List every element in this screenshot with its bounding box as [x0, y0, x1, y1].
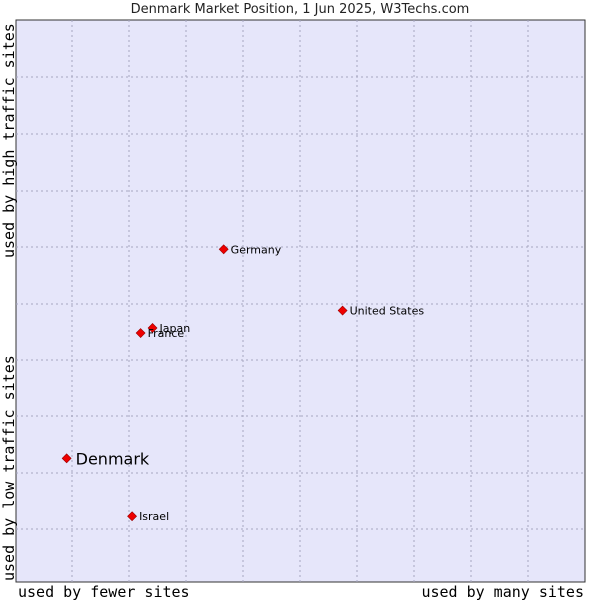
- point-label: Japan: [159, 322, 191, 335]
- point-label: Denmark: [76, 449, 150, 468]
- y-axis-label-high: used by high traffic sites: [0, 23, 18, 258]
- point-united-states: United States: [337, 305, 425, 318]
- grid: [16, 20, 585, 582]
- x-axis-label-low: used by fewer sites: [18, 583, 190, 601]
- point-marker: [147, 323, 158, 333]
- x-axis-label-high: used by many sites: [421, 583, 584, 601]
- point-label: France: [148, 327, 185, 340]
- point-marker: [218, 244, 229, 255]
- point-germany: Germany: [218, 243, 282, 256]
- y-axis-label-low: used by low traffic sites: [0, 355, 18, 581]
- point-marker: [127, 511, 138, 522]
- point-label: Germany: [231, 243, 282, 256]
- point-marker: [337, 305, 348, 316]
- point-france: France: [135, 327, 185, 340]
- point-label: United States: [350, 305, 425, 318]
- point-denmark: Denmark: [61, 449, 150, 468]
- point-marker: [61, 453, 72, 464]
- point-marker: [135, 328, 146, 338]
- point-israel: Israel: [127, 510, 169, 523]
- point-label: Israel: [139, 510, 169, 523]
- chart-title: Denmark Market Position, 1 Jun 2025, W3T…: [130, 2, 470, 17]
- point-japan: Japan: [147, 322, 191, 335]
